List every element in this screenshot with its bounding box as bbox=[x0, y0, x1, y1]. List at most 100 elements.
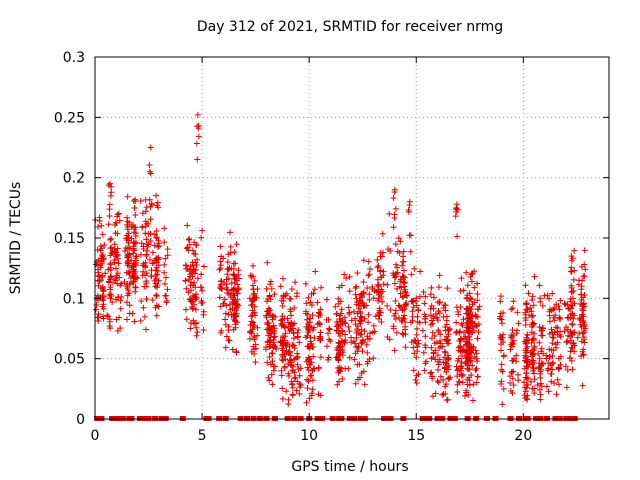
data-point bbox=[371, 328, 378, 335]
data-point bbox=[361, 328, 368, 335]
data-point bbox=[400, 331, 407, 338]
data-point bbox=[332, 303, 339, 310]
data-point bbox=[360, 257, 367, 264]
data-point bbox=[153, 192, 160, 199]
data-point bbox=[435, 328, 442, 335]
data-point bbox=[185, 247, 192, 254]
data-point bbox=[384, 281, 391, 288]
data-point bbox=[417, 268, 424, 275]
data-point bbox=[427, 370, 434, 377]
data-point bbox=[393, 329, 400, 336]
data-point bbox=[508, 306, 515, 313]
data-point bbox=[200, 263, 207, 270]
data-point bbox=[498, 341, 505, 348]
data-point bbox=[296, 390, 303, 397]
data-point bbox=[291, 375, 298, 382]
data-point bbox=[268, 371, 275, 378]
data-point bbox=[234, 319, 241, 326]
data-point bbox=[137, 317, 144, 324]
data-point bbox=[230, 290, 237, 297]
data-point bbox=[579, 382, 586, 389]
data-point bbox=[192, 284, 199, 291]
data-point bbox=[458, 320, 465, 327]
data-point bbox=[335, 351, 342, 358]
data-point bbox=[269, 358, 276, 365]
data-point bbox=[581, 321, 588, 328]
data-point bbox=[523, 363, 530, 370]
data-point bbox=[551, 317, 558, 324]
data-point bbox=[106, 206, 113, 213]
data-point bbox=[251, 309, 258, 316]
data-point bbox=[184, 222, 191, 229]
data-point bbox=[294, 361, 301, 368]
data-point bbox=[515, 320, 522, 327]
data-point bbox=[581, 247, 588, 254]
y-tick-label: 0.05 bbox=[54, 352, 85, 368]
data-point bbox=[187, 296, 194, 303]
data-point bbox=[555, 364, 562, 371]
data-point bbox=[500, 385, 507, 392]
data-point bbox=[523, 375, 530, 382]
data-point bbox=[281, 351, 288, 358]
data-point bbox=[115, 294, 122, 301]
data-point bbox=[571, 312, 578, 319]
data-point bbox=[444, 285, 451, 292]
data-point bbox=[162, 274, 169, 281]
data-point bbox=[287, 306, 294, 313]
data-point bbox=[509, 305, 516, 312]
data-point bbox=[149, 297, 156, 304]
data-point bbox=[507, 373, 514, 380]
data-point bbox=[458, 336, 465, 343]
data-point bbox=[233, 348, 240, 355]
data-point bbox=[221, 279, 228, 286]
data-point bbox=[498, 361, 505, 368]
data-point bbox=[579, 348, 586, 355]
data-point bbox=[570, 276, 577, 283]
data-point bbox=[266, 377, 273, 384]
data-point bbox=[146, 162, 153, 169]
data-point bbox=[524, 331, 531, 338]
data-point bbox=[377, 274, 384, 281]
data-point bbox=[422, 315, 429, 322]
data-point bbox=[369, 285, 376, 292]
data-point bbox=[414, 337, 421, 344]
data-point bbox=[465, 392, 472, 398]
data-point bbox=[264, 298, 271, 305]
data-point bbox=[264, 321, 271, 328]
data-point bbox=[550, 314, 557, 321]
data-point bbox=[442, 307, 449, 314]
data-point bbox=[114, 230, 121, 237]
data-point bbox=[128, 235, 135, 242]
data-point bbox=[557, 361, 564, 368]
data-point bbox=[303, 334, 310, 341]
data-point bbox=[194, 329, 201, 336]
data-point bbox=[474, 358, 481, 365]
data-point bbox=[227, 229, 234, 236]
data-point bbox=[429, 320, 436, 327]
data-point bbox=[549, 353, 556, 360]
data-point bbox=[140, 304, 147, 311]
data-point bbox=[563, 339, 570, 346]
data-point bbox=[522, 282, 529, 289]
data-point bbox=[164, 252, 171, 259]
data-point bbox=[401, 288, 408, 295]
data-point bbox=[454, 233, 461, 240]
data-point bbox=[390, 270, 397, 277]
data-point bbox=[305, 294, 312, 301]
data-point bbox=[223, 333, 230, 340]
data-point bbox=[539, 325, 546, 332]
data-point bbox=[377, 309, 384, 316]
data-point bbox=[99, 303, 106, 310]
x-tick-label: 15 bbox=[407, 428, 425, 444]
data-point bbox=[567, 305, 574, 312]
data-point bbox=[148, 267, 155, 274]
data-point bbox=[345, 365, 352, 372]
data-point bbox=[466, 328, 473, 335]
data-point bbox=[428, 284, 435, 291]
data-point bbox=[413, 354, 420, 361]
data-point bbox=[531, 385, 538, 392]
data-point bbox=[577, 301, 584, 308]
data-point bbox=[192, 320, 199, 327]
data-point bbox=[457, 363, 464, 370]
data-point bbox=[310, 324, 317, 331]
